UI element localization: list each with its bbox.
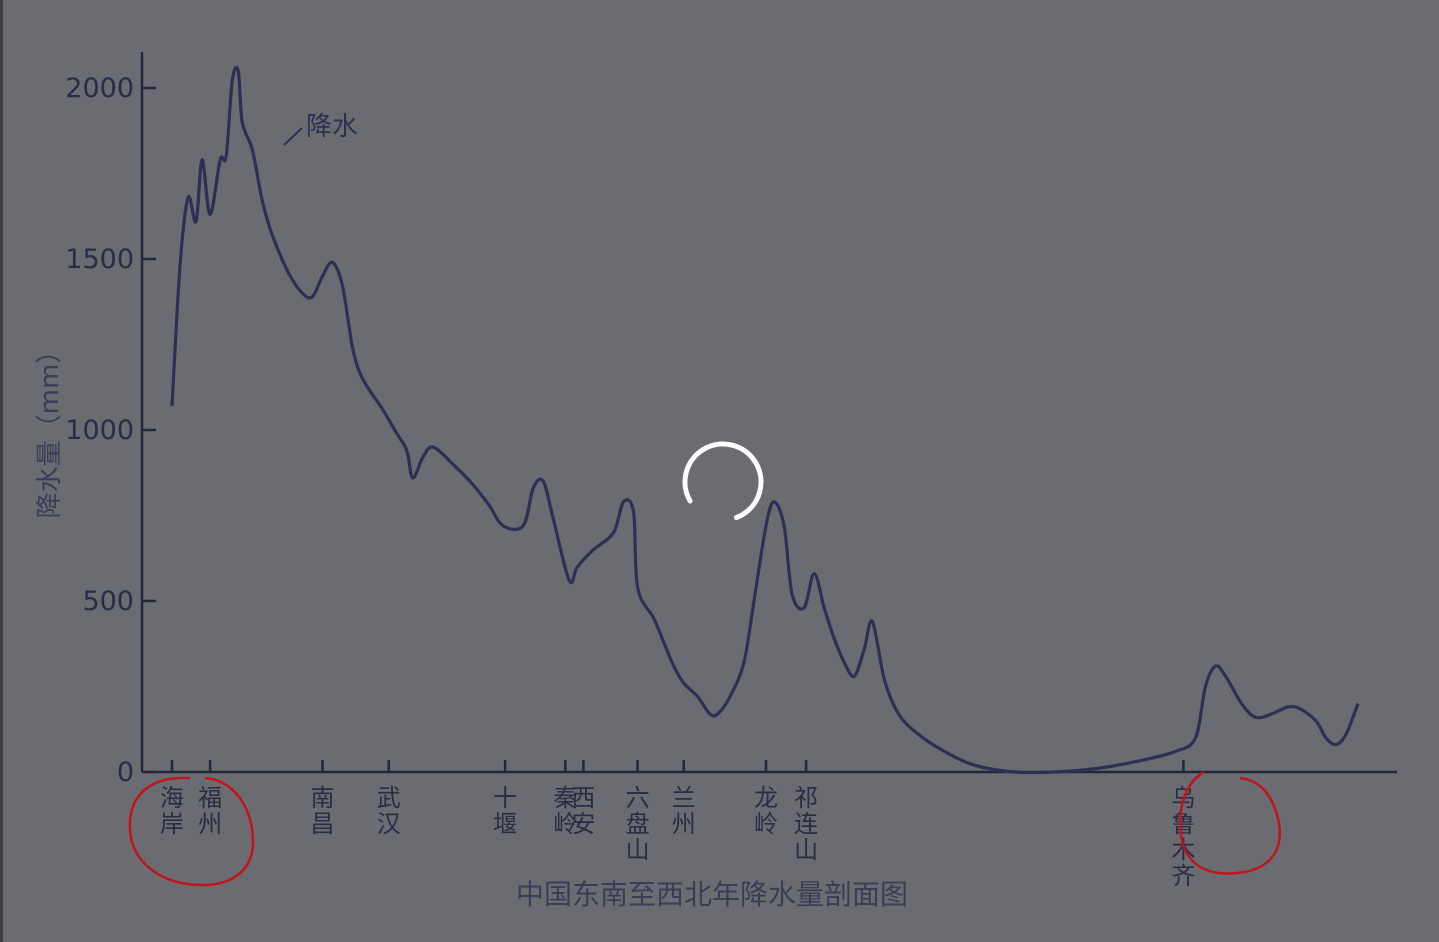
x-tick-label: 福州 [198,784,222,838]
y-tick-label: 2000 [65,73,134,104]
x-tick-label: 武汉 [377,784,401,838]
x-tick-label: 十堰 [493,784,517,838]
series-label: 降水 [306,112,358,142]
series-line-0 [170,65,1360,775]
annotations [128,770,1282,887]
chart-title: 中国东南至西北年降水量剖面图 [516,878,908,911]
y-axis-label: 降水量（mm） [35,338,65,519]
window-left-edge [0,0,3,942]
x-tick-label: 乌鲁木齐 [1171,784,1195,890]
y-tick-label: 1000 [65,415,134,446]
y-tick-label: 500 [82,586,134,617]
x-tick-label: 海岸 [160,784,184,838]
x-tick-label: 南昌 [311,784,335,838]
x-tick-label: 龙岭 [754,784,778,838]
x-tick-label: 西安 [571,784,595,838]
x-tick-label: 秦岭 [553,784,577,838]
series-layer: 降水 [170,65,1360,775]
x-tick-label: 六盘山 [626,784,650,864]
red-circle-annotation-urumqi [1179,770,1282,875]
x-tick-label: 兰州 [672,784,696,838]
y-axis: 0 500 1000 1500 2000 [65,52,156,788]
y-tick-label: 1500 [65,244,134,275]
red-circle-annotation-coast [128,776,255,887]
x-tick-label: 祁连山 [794,784,818,864]
y-tick-label: 0 [117,757,134,788]
loading-spinner-icon [682,441,764,523]
series-label-leader [283,127,303,146]
